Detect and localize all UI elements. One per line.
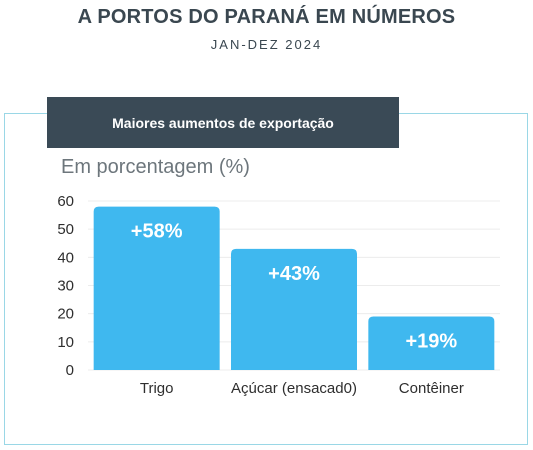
x-category-label: Trigo [140,380,174,397]
chart-banner: Maiores aumentos de exportação [47,97,399,148]
y-axis-label: Em porcentagem (%) [61,156,250,178]
y-tick-label: 50 [57,221,74,238]
bar [368,316,495,370]
y-tick-label: 20 [57,306,74,323]
bar [93,206,220,370]
x-category-label: Contêiner [399,380,464,397]
x-category-label: Açúcar (ensacad0) [231,380,357,397]
page-subtitle: JAN-DEZ 2024 [210,37,323,52]
y-tick-label: 60 [57,193,74,210]
page-title: A PORTOS DO PARANÁ EM NÚMEROS [77,6,456,28]
y-tick-label: 10 [57,334,74,351]
data-label: +19% [405,330,457,352]
bar [231,248,357,370]
y-tick-label: 0 [66,362,74,379]
y-tick-label: 30 [57,278,74,295]
data-label: +43% [268,263,320,285]
data-label: +58% [131,221,183,243]
y-tick-label: 40 [57,249,74,266]
